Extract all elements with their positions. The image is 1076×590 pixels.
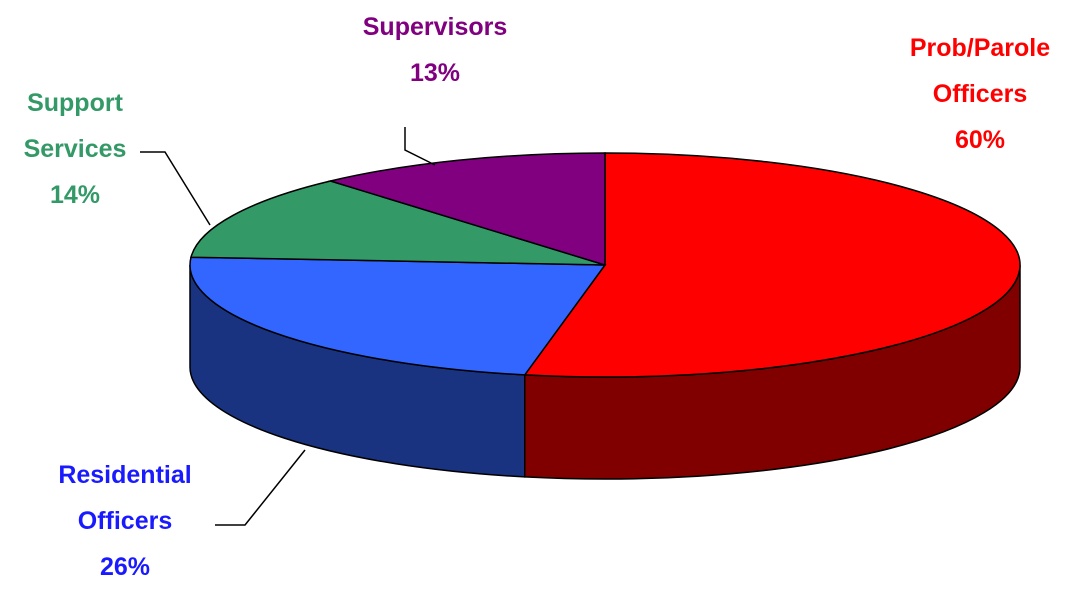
leader-line (140, 151, 211, 226)
value-label: 60% (954, 126, 1006, 154)
slice-label: Prob/Parole Officers 60% (910, 25, 1050, 163)
value-label: 13% (409, 59, 461, 87)
category-label: Residential Officers (58, 461, 192, 535)
category-label: Support Services (23, 89, 127, 163)
slice (327, 152, 606, 267)
slice-label: Supervisors 13% (363, 4, 508, 96)
slice (189, 256, 607, 376)
category-label: Prob/Parole Officers (909, 34, 1051, 108)
value-label: 14% (49, 181, 101, 209)
slice-label: Support Services 14% (24, 80, 127, 218)
category-label: Supervisors (362, 13, 508, 41)
value-label: 26% (99, 553, 151, 581)
leader-line (215, 449, 306, 526)
slice (190, 180, 606, 266)
slice-label: Residential Officers 26% (58, 452, 191, 590)
leader-line (404, 127, 436, 166)
slice (523, 152, 1021, 378)
